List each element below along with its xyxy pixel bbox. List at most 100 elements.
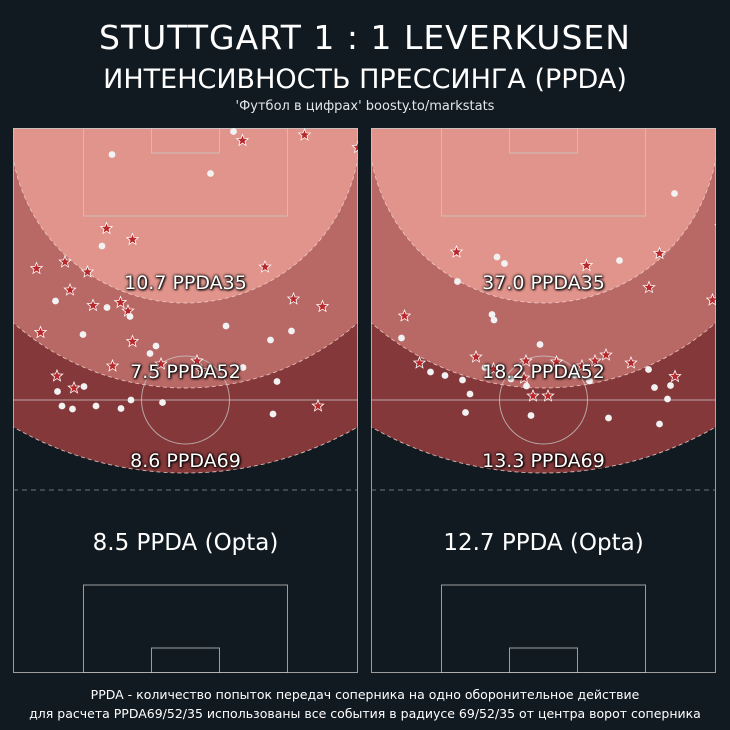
defensive-action-star (235, 133, 250, 147)
pitch-panel-leverkusen: 37.0 PPDA35 18.2 PPDA52 13.3 PPDA69 12.7… (371, 128, 716, 673)
defensive-action-star (517, 370, 531, 384)
opponent-pass-dot (493, 253, 501, 261)
opponent-pass-dot (207, 170, 214, 177)
opponent-pass-dot (152, 342, 160, 350)
defensive-action-star (315, 299, 330, 313)
zone-label-ppda52: 7.5 PPDA52 (130, 361, 241, 383)
defensive-action-star (541, 388, 555, 402)
footer-method-note: для расчета PPDA69/52/35 использованы вс… (29, 706, 701, 721)
opponent-pass-dot (92, 402, 100, 410)
defensive-action-star (154, 356, 168, 370)
defensive-action-star (575, 358, 589, 372)
zone-label-ppda69: 13.3 PPDA69 (482, 450, 605, 472)
opponent-pass-dot (501, 260, 508, 267)
opponent-pass-dot (146, 350, 154, 357)
opponent-pass-dot (462, 409, 469, 416)
defensive-action-star (469, 349, 483, 363)
penalty-area-top (441, 128, 646, 217)
center-circle (499, 355, 588, 445)
match-title: STUTTGART 1 : 1 LEVERKUSEN (99, 18, 631, 57)
opponent-pass-dot (586, 377, 593, 385)
zone-label-ppda52: 18.2 PPDA52 (482, 361, 605, 383)
opponent-pass-dot (454, 278, 461, 285)
opponent-pass-dot (616, 257, 623, 264)
pitch-svg (13, 128, 358, 673)
defensive-action-star (297, 128, 312, 141)
defensive-action-star (194, 363, 209, 377)
opponent-pass-dot (523, 382, 530, 390)
opponent-pass-dot (230, 128, 237, 135)
defensive-action-star (50, 368, 64, 382)
defensive-action-star (286, 291, 301, 305)
pitch-panel-stuttgart: 10.7 PPDA35 7.5 PPDA52 8.6 PPDA69 8.5 PP… (13, 128, 358, 673)
opponent-pass-dot (288, 327, 295, 335)
defensive-action-star (311, 398, 325, 412)
opponent-pass-dot (98, 242, 106, 250)
opponent-pass-dot (481, 364, 489, 371)
defensive-action-star (412, 355, 427, 369)
defensive-action-star (519, 353, 533, 367)
opponent-pass-dot (108, 151, 116, 158)
zone-label-ppda35: 10.7 PPDA35 (124, 272, 247, 294)
opponent-pass-dot (441, 372, 449, 379)
opponent-pass-dot (126, 313, 134, 320)
penalty-area-top (83, 128, 288, 217)
opta-ppda-label: 8.5 PPDA (Opta) (92, 530, 279, 556)
defensive-action-star (63, 282, 77, 296)
pitch-svg (371, 128, 716, 673)
opponent-pass-dot (466, 390, 474, 398)
defensive-action-star (99, 221, 114, 235)
zone-boundary-35 (13, 154, 358, 304)
opponent-pass-dot (490, 316, 498, 324)
zone-label-ppda69: 8.6 PPDA69 (130, 450, 241, 472)
defensive-action-star (668, 369, 682, 383)
opponent-pass-dot (117, 405, 125, 412)
defensive-action-star (526, 388, 540, 402)
penalty-area-bottom (441, 584, 646, 673)
opponent-pass-dot (269, 410, 277, 418)
zone-boundary-52 (13, 321, 358, 389)
opponent-pass-dot (52, 297, 59, 305)
opponent-pass-dot (54, 388, 61, 395)
defensive-action-star (105, 358, 120, 372)
defensive-action-star (125, 232, 140, 246)
opponent-pass-dot (69, 405, 76, 413)
opponent-pass-dot (645, 366, 652, 373)
footer-definition: PPDA - количество попыток передач соперн… (90, 687, 640, 702)
opponent-pass-dot (571, 371, 578, 379)
zone-boundary-35 (371, 154, 716, 304)
opponent-pass-dot (273, 378, 281, 385)
goal-area-top (151, 128, 220, 154)
opponent-pass-dot (239, 364, 247, 371)
opponent-pass-dot (488, 311, 496, 318)
defensive-action-star (588, 353, 602, 367)
pressing-zone-35 (371, 128, 716, 303)
defensive-action-star (624, 355, 638, 369)
defensive-action-star (486, 361, 501, 375)
defensive-action-star (67, 380, 81, 394)
opponent-pass-dot (267, 336, 274, 344)
source-credit: 'Футбол в цифрах' boosty.to/markstats (235, 99, 495, 114)
defensive-action-star (642, 280, 656, 294)
defensive-action-star (125, 334, 140, 348)
opponent-pass-dot (651, 384, 658, 391)
opponent-pass-dot (664, 395, 671, 403)
opponent-pass-dot (427, 368, 434, 376)
opponent-pass-dot (605, 414, 612, 422)
zone-boundary-69 (13, 426, 358, 474)
defensive-action-star (33, 325, 48, 339)
opta-ppda-label: 12.7 PPDA (Opta) (443, 530, 644, 556)
defensive-action-star (397, 308, 412, 322)
penalty-area-bottom (83, 584, 288, 673)
zone-boundary-69 (371, 426, 716, 474)
opponent-pass-dot (58, 402, 66, 410)
zone-boundary-52 (371, 321, 716, 389)
opponent-pass-dot (536, 341, 544, 348)
zone-label-ppda35: 37.0 PPDA35 (482, 272, 605, 294)
opponent-pass-dot (127, 396, 135, 404)
opponent-pass-dot (79, 331, 87, 338)
defensive-action-star (351, 140, 358, 154)
opponent-pass-dot (398, 334, 405, 342)
opponent-pass-dot (459, 376, 466, 384)
defensive-action-star (121, 303, 135, 317)
